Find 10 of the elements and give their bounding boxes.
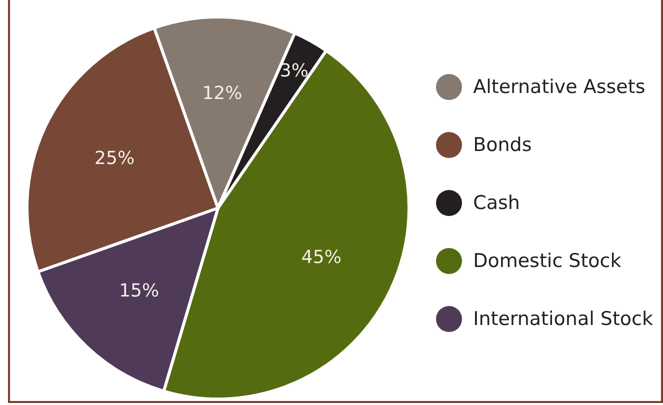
data-label: 25%: [94, 148, 135, 170]
data-label: 45%: [301, 246, 342, 268]
legend-label: International Stock: [473, 308, 653, 330]
legend-label: Cash: [473, 192, 520, 214]
legend-label: Bonds: [473, 134, 532, 156]
legend-label: Alternative Assets: [473, 76, 646, 98]
data-label: 15%: [119, 280, 160, 302]
data-label: 12%: [202, 82, 242, 104]
legend-label: Domestic Stock: [473, 250, 622, 272]
data-label: 3%: [280, 60, 308, 82]
